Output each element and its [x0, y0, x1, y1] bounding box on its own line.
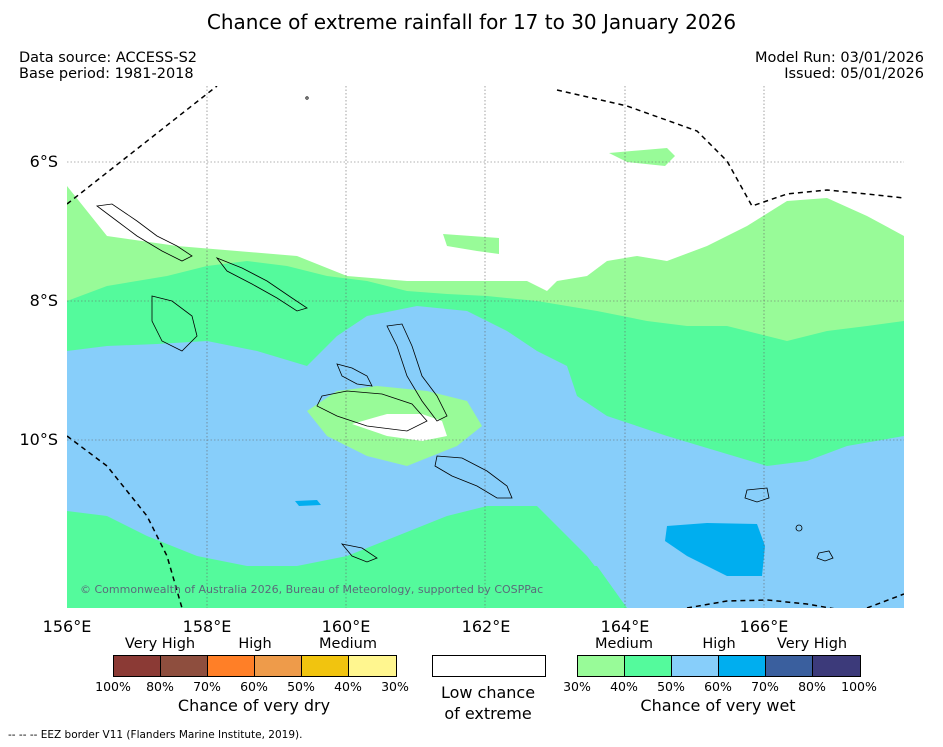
low-caption-line1: Low chance — [440, 683, 536, 702]
dry-swatch-0 — [114, 656, 161, 676]
dry-tick: 80% — [146, 679, 174, 694]
wet-heading-very-high: Very High — [776, 636, 848, 652]
wet-swatch-4 — [766, 656, 813, 676]
wet-tick: 60% — [704, 679, 732, 694]
santa-cruz-island — [744, 487, 770, 503]
bougainville-island — [95, 203, 193, 262]
wet-swatch-3 — [719, 656, 766, 676]
wet-tick: 40% — [610, 679, 638, 694]
dry-swatch-4 — [302, 656, 349, 676]
wet-tick: 70% — [751, 679, 779, 694]
eez-footnote: -- -- -- EEZ border V11 (Flanders Marine… — [8, 729, 303, 741]
dry-tick: 40% — [334, 679, 362, 694]
meta-left: Data source: ACCESS-S2 Base period: 1981… — [19, 50, 197, 82]
guadalcanal-island — [316, 390, 428, 432]
dry-swatch-3 — [255, 656, 302, 676]
lon-label-158e: 158°E — [182, 617, 232, 636]
dry-swatch-1 — [161, 656, 208, 676]
new-georgia-island — [151, 295, 198, 352]
wet-swatch-1 — [625, 656, 672, 676]
wet-tick: 30% — [563, 679, 591, 694]
santa-isabel-island — [336, 363, 373, 387]
map-canvas — [67, 86, 904, 608]
dry-caption: Chance of very dry — [177, 696, 331, 715]
low-chance-patch — [352, 414, 447, 441]
dry-tick: 60% — [240, 679, 268, 694]
copyright-notice: © Commonwealth of Australia 2026, Bureau… — [80, 583, 544, 596]
model-run-text: Model Run: 03/01/2026 — [754, 50, 924, 66]
dry-swatch-2 — [208, 656, 255, 676]
lon-label-160e: 160°E — [321, 617, 371, 636]
lat-label-8s: 8°S — [29, 291, 58, 310]
high-wet-patch — [665, 523, 765, 576]
dry-tick: 50% — [287, 679, 315, 694]
wet-tick: 100% — [841, 679, 877, 694]
wet-tick: 80% — [798, 679, 826, 694]
low-caption-line2: of extreme — [444, 704, 532, 723]
low-chance-swatch — [432, 655, 546, 677]
dry-tick: 70% — [193, 679, 221, 694]
base-period-text: Base period: 1981-2018 — [19, 66, 194, 82]
medium-wet-patch-2 — [443, 234, 499, 254]
rennell-island — [340, 543, 378, 563]
wet-caption: Chance of very wet — [640, 696, 796, 715]
low-chance-caption: Low chance of extreme — [441, 682, 535, 724]
meta-right: Model Run: 03/01/2026 Issued: 05/01/2026 — [755, 50, 924, 82]
wet-color-scale — [577, 655, 861, 677]
dry-heading-very-high: Very High — [124, 636, 196, 652]
forecast-map[interactable]: © Commonwealth of Australia 2026, Bureau… — [67, 86, 904, 608]
dry-color-scale — [113, 655, 397, 677]
data-source-text: Data source: ACCESS-S2 — [19, 50, 198, 66]
wet-heading-high: High — [702, 636, 736, 652]
utupua-island — [795, 524, 803, 532]
lat-label-6s: 6°S — [29, 152, 58, 171]
dry-tick: 30% — [381, 679, 409, 694]
eez-border — [67, 86, 904, 608]
malaita-island — [386, 323, 448, 422]
wet-swatch-2 — [672, 656, 719, 676]
dry-swatch-5 — [349, 656, 396, 676]
dry-heading-high: High — [238, 636, 272, 652]
wet-tick: 50% — [657, 679, 685, 694]
lon-label-162e: 162°E — [461, 617, 511, 636]
choiseul-island — [215, 257, 308, 312]
wet-swatch-5 — [813, 656, 860, 676]
wet-swatch-0 — [578, 656, 625, 676]
page-title: Chance of extreme rainfall for 17 to 30 … — [206, 10, 737, 34]
lat-label-10s: 10°S — [19, 430, 58, 449]
islands — [95, 96, 834, 563]
dry-tick: 100% — [95, 679, 131, 694]
issued-text: Issued: 05/01/2026 — [784, 66, 924, 82]
graticule — [67, 86, 904, 608]
dry-heading-medium: Medium — [319, 636, 377, 652]
lon-label-166e: 166°E — [739, 617, 789, 636]
makira-island — [434, 455, 513, 499]
ontong-java-island — [305, 96, 309, 100]
medium-wet-patch-1 — [609, 148, 675, 166]
vanikoro-island — [816, 550, 834, 562]
lon-label-156e: 156°E — [42, 617, 92, 636]
medium-wet-zone-south — [67, 516, 627, 608]
high-wet-speck — [295, 500, 321, 506]
wet-heading-medium: Medium — [595, 636, 653, 652]
lon-label-164e: 164°E — [600, 617, 650, 636]
